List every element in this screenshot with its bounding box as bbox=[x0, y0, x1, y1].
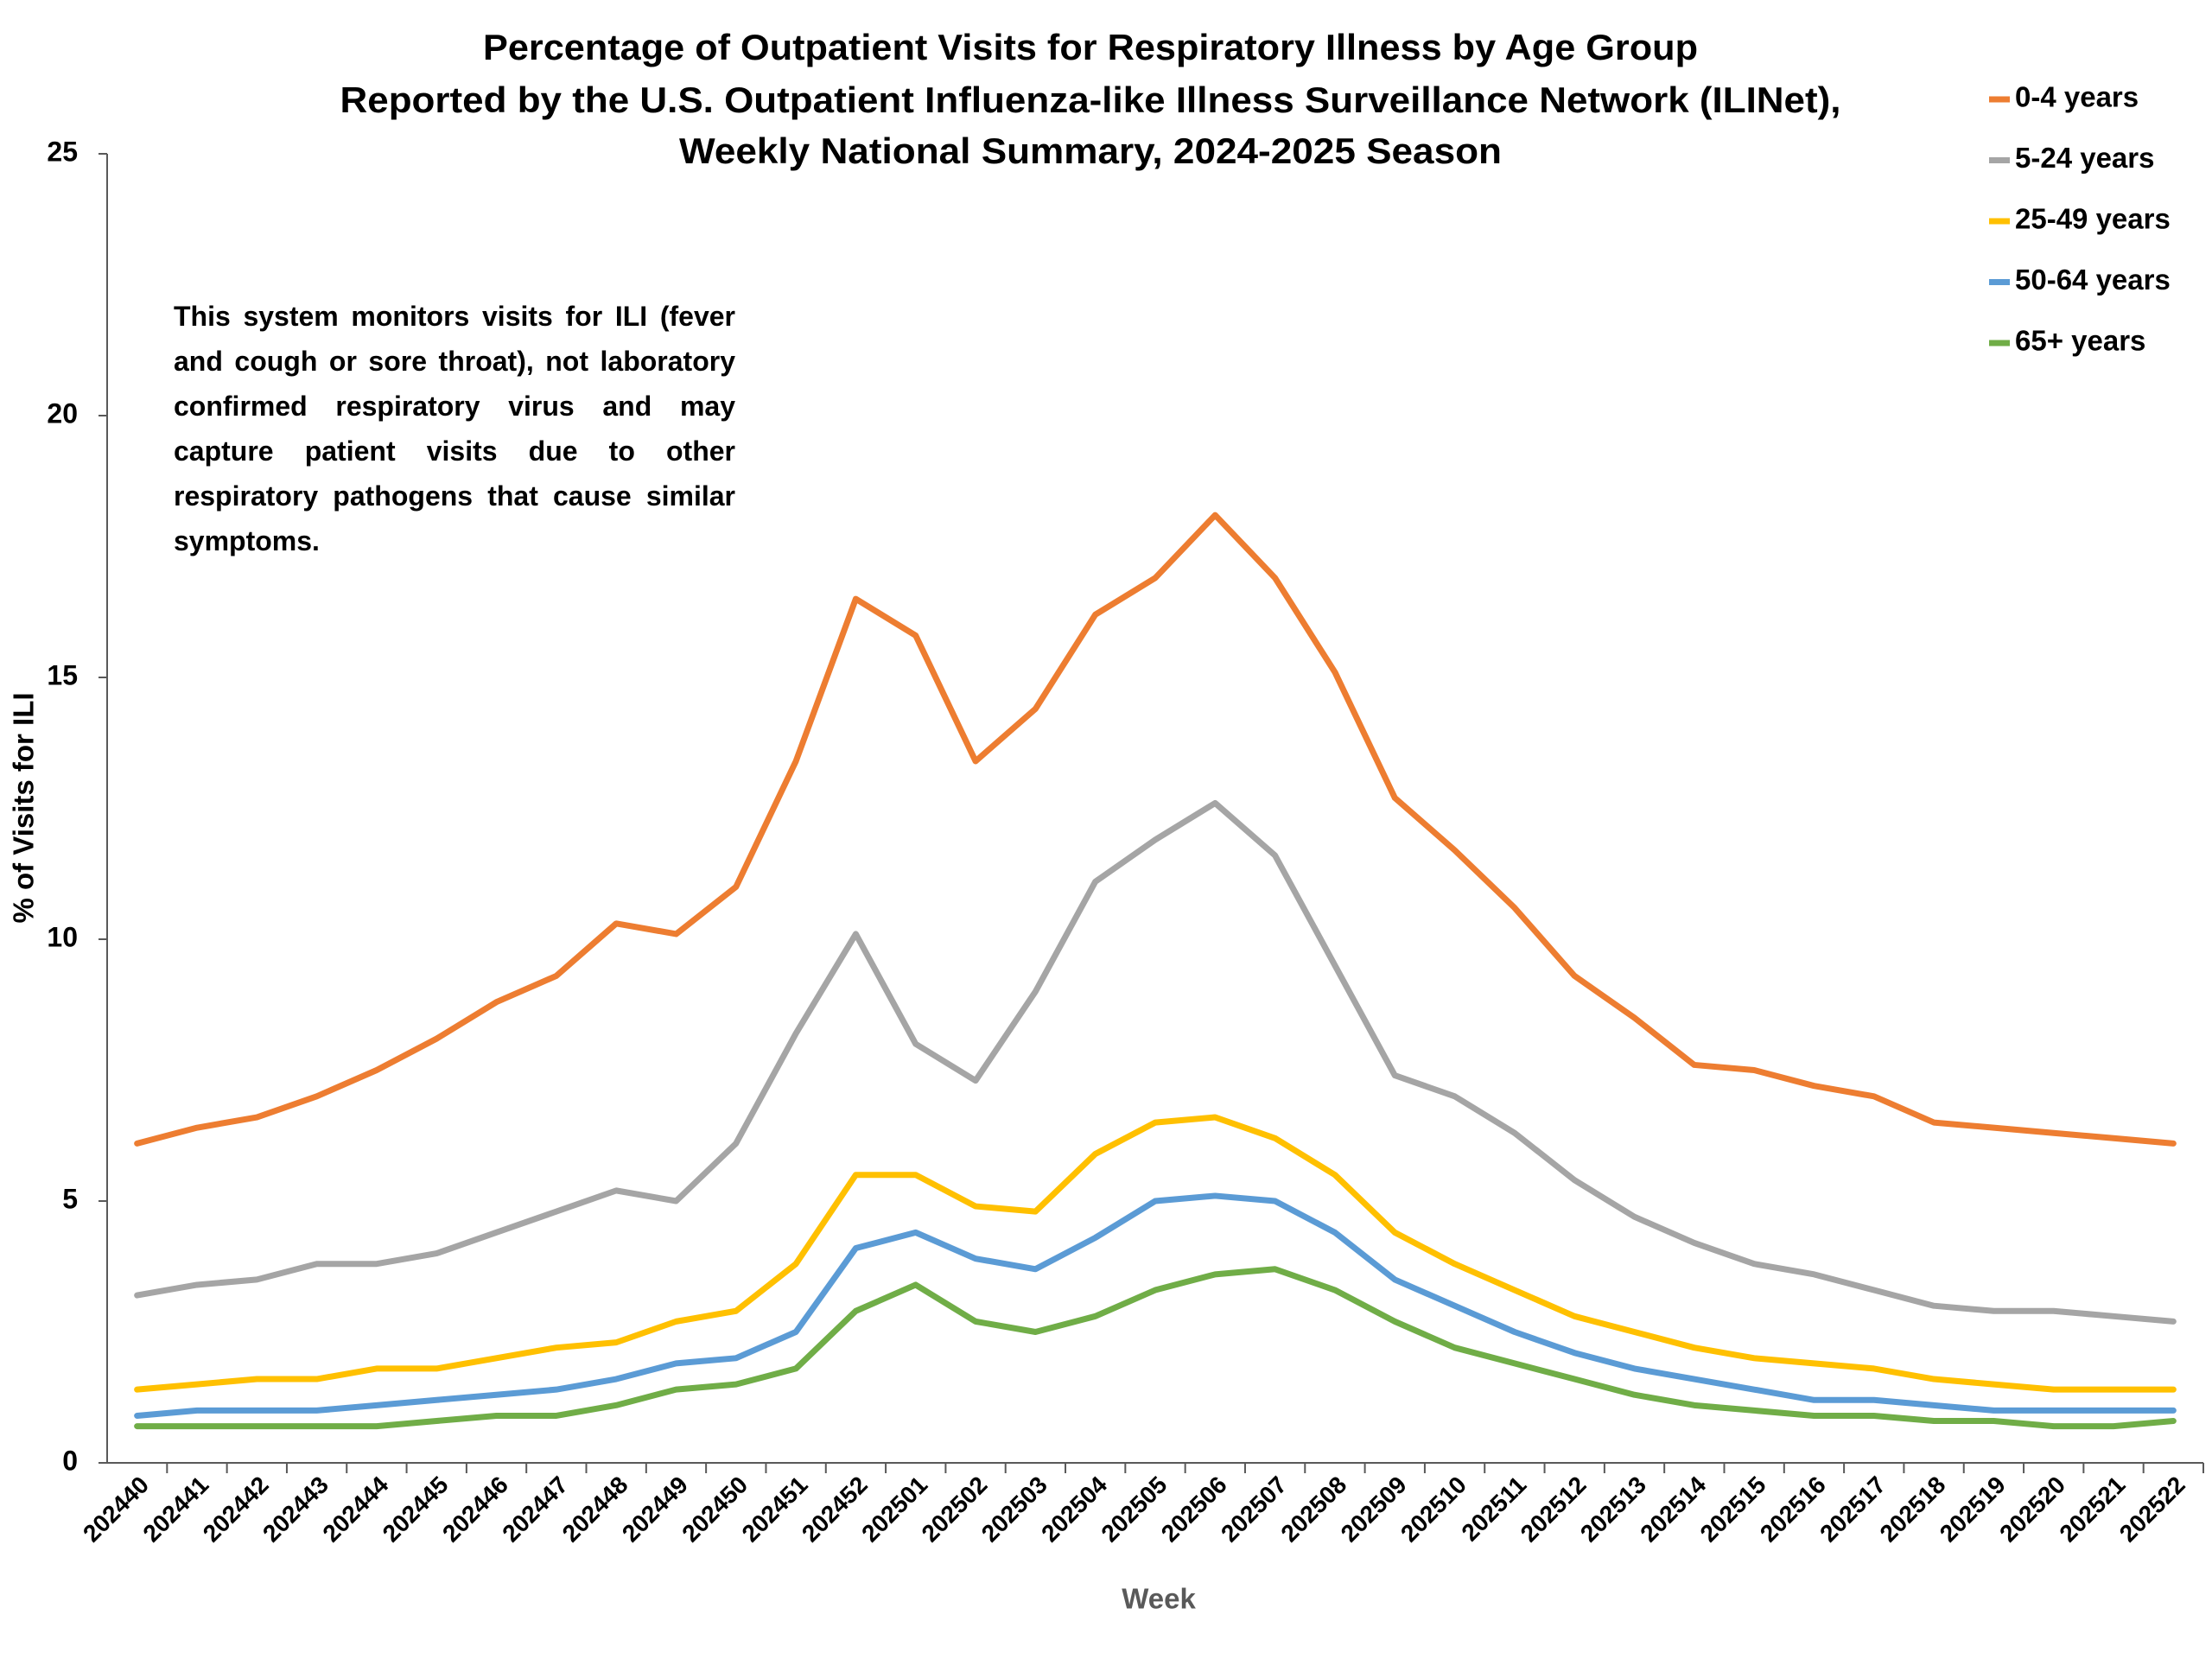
chart-title: Percentage of Outpatient Visits for Resp… bbox=[483, 27, 1698, 67]
legend-label: 50-64 years bbox=[2015, 264, 2171, 296]
x-tick-label: 202504 bbox=[1036, 1471, 1112, 1547]
x-tick-label: 202447 bbox=[497, 1471, 573, 1548]
series-line bbox=[134, 1192, 2177, 1419]
x-tick-label: 202503 bbox=[976, 1471, 1052, 1548]
legend-label: 0-4 years bbox=[2015, 81, 2139, 113]
chart-title: Reported by the U.S. Outpatient Influenz… bbox=[340, 79, 1841, 120]
x-tick-label: 202451 bbox=[737, 1471, 813, 1548]
y-tick-label: 10 bbox=[47, 921, 78, 952]
y-tick-label: 15 bbox=[47, 659, 78, 690]
series-line bbox=[134, 512, 2177, 1147]
x-tick-label: 202444 bbox=[317, 1471, 393, 1547]
legend-label: 5-24 years bbox=[2015, 142, 2154, 174]
x-tick-label: 202514 bbox=[1635, 1471, 1711, 1547]
series-line bbox=[134, 799, 2177, 1325]
x-tick-label: 202508 bbox=[1275, 1471, 1351, 1548]
y-tick-label: 20 bbox=[47, 397, 78, 429]
x-tick-label: 202517 bbox=[1815, 1471, 1891, 1548]
annotation: This system monitors visits for ILI (fev… bbox=[174, 301, 735, 556]
y-tick-label: 0 bbox=[62, 1445, 78, 1476]
series-line bbox=[134, 1266, 2177, 1430]
x-tick-label: 202511 bbox=[1456, 1471, 1531, 1547]
x-tick-label: 202442 bbox=[198, 1471, 274, 1548]
x-tick-label: 202513 bbox=[1575, 1471, 1651, 1548]
x-tick-label: 202507 bbox=[1216, 1471, 1292, 1548]
x-tick-label: 202522 bbox=[2114, 1471, 2190, 1548]
y-tick-label: 25 bbox=[47, 136, 78, 167]
x-tick-label: 202505 bbox=[1096, 1471, 1172, 1548]
chart-title: Weekly National Summary, 2024-2025 Seaso… bbox=[679, 130, 1502, 171]
x-tick-label: 202501 bbox=[856, 1471, 932, 1548]
legend-label: 25-49 years bbox=[2015, 203, 2171, 235]
x-axis-label: Week bbox=[1122, 1583, 1196, 1615]
x-tick-label: 202509 bbox=[1336, 1471, 1412, 1548]
series-line bbox=[134, 1114, 2177, 1393]
x-tick-label: 202445 bbox=[378, 1471, 454, 1548]
y-tick-label: 5 bbox=[62, 1183, 78, 1214]
x-tick-label: 202440 bbox=[78, 1471, 154, 1548]
x-tick-label: 202441 bbox=[137, 1471, 213, 1548]
x-tick-label: 202450 bbox=[677, 1471, 753, 1548]
x-tick-label: 202446 bbox=[437, 1471, 513, 1548]
x-tick-label: 202512 bbox=[1516, 1471, 1592, 1548]
x-tick-label: 202516 bbox=[1755, 1471, 1831, 1548]
x-tick-label: 202518 bbox=[1875, 1471, 1951, 1548]
x-tick-label: 202519 bbox=[1935, 1471, 2011, 1548]
y-axis-label: % of Visits for ILI bbox=[8, 692, 40, 923]
x-tick-label: 202521 bbox=[2055, 1471, 2131, 1548]
legend-label: 65+ years bbox=[2015, 325, 2145, 357]
x-tick-label: 202449 bbox=[617, 1471, 693, 1548]
x-tick-label: 202506 bbox=[1156, 1471, 1232, 1548]
x-tick-label: 202448 bbox=[557, 1471, 633, 1548]
x-tick-label: 202452 bbox=[797, 1471, 873, 1548]
x-tick-label: 202443 bbox=[257, 1471, 334, 1548]
x-tick-label: 202515 bbox=[1695, 1471, 1771, 1548]
x-tick-label: 202520 bbox=[1994, 1471, 2070, 1548]
x-tick-label: 202502 bbox=[917, 1471, 993, 1548]
x-tick-label: 202510 bbox=[1395, 1471, 1471, 1548]
